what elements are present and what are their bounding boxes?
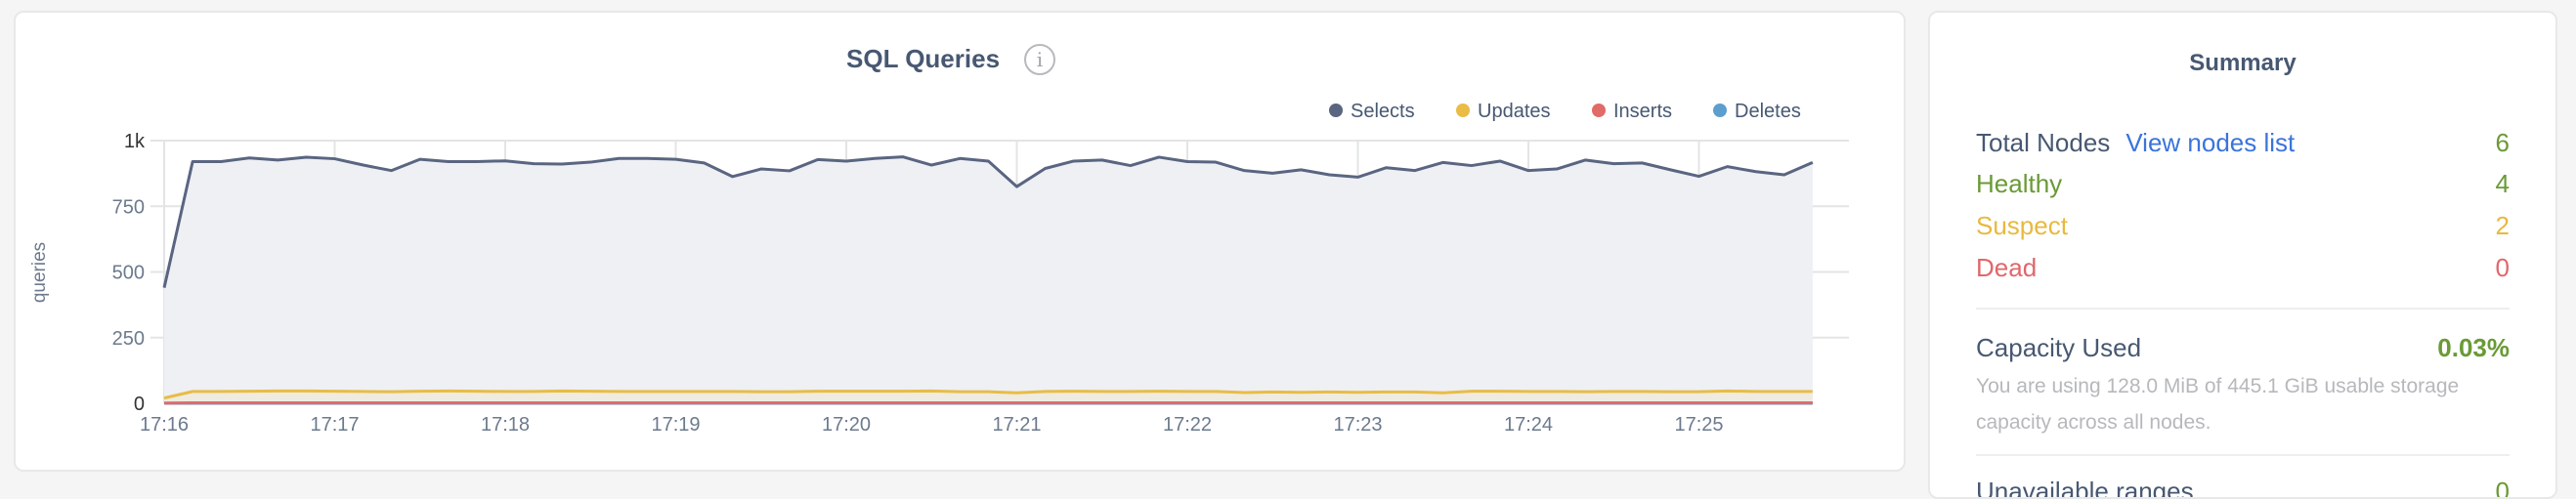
total-nodes-row: Total Nodes View nodes list 6 [1976,128,2510,161]
x-tick-label: 17:20 [822,414,871,436]
legend-dot-inserts [1592,104,1606,117]
unavailable-row: Unavailable ranges 0 [1976,477,2510,499]
view-nodes-list-link[interactable]: View nodes list [2125,128,2295,157]
healthy-value: 4 [2496,169,2510,199]
x-tick-label: 17:22 [1163,414,1212,436]
suspect-value: 2 [2496,211,2510,241]
capacity-description: You are using 128.0 MiB of 445.1 GiB usa… [1976,368,2510,440]
y-tick-label: 1k [124,131,146,152]
unavailable-label: Unavailable ranges [1976,477,2194,499]
summary-title: Summary [1930,50,2555,77]
legend-label-updates: Updates [1478,101,1551,122]
healthy-label: Healthy [1976,169,2062,198]
unavailable-value: 0 [2496,477,2510,499]
y-tick-label: 500 [112,263,145,284]
capacity-value: 0.03% [2437,333,2510,363]
x-tick-label: 17:19 [651,414,700,436]
legend-label-deletes: Deletes [1735,101,1801,122]
x-tick-label: 17:18 [481,414,530,436]
dead-value: 0 [2496,253,2510,283]
legend-label-selects: Selects [1351,101,1415,122]
suspect-row: Suspect 2 [1976,211,2510,244]
series-area-selects [164,157,1813,403]
chart-plot: 0 250 500 750 1k 17:16 17:17 17:18 17:19 17:20 17:… [16,13,1908,474]
total-nodes-value: 6 [2496,128,2510,158]
summary-card: Summary Total Nodes View nodes list 6 Hea… [1928,11,2557,499]
legend-dot-deletes [1713,104,1727,117]
legend-label-inserts: Inserts [1613,101,1672,122]
dead-label: Dead [1976,253,2037,282]
y-axis-label: queries [29,242,50,303]
x-tick-label: 17:17 [310,414,359,436]
x-tick-label: 17:25 [1674,414,1723,436]
x-tick-label: 17:16 [140,414,189,436]
legend-dot-updates [1456,104,1470,117]
divider [1976,454,2510,456]
y-tick-label: 250 [112,328,145,350]
x-tick-label: 17:24 [1504,414,1553,436]
dead-row: Dead 0 [1976,253,2510,286]
divider [1976,308,2510,310]
x-tick-label: 17:23 [1333,414,1382,436]
x-tick-label: 17:21 [992,414,1041,436]
y-tick-label: 750 [112,196,145,218]
suspect-label: Suspect [1976,211,2068,240]
legend-dot-selects [1329,104,1343,117]
y-tick-label: 0 [134,394,145,415]
total-nodes-label: Total Nodes [1976,128,2110,157]
capacity-label: Capacity Used [1976,333,2141,362]
capacity-row: Capacity Used 0.03% [1976,333,2510,366]
healthy-row: Healthy 4 [1976,169,2510,202]
